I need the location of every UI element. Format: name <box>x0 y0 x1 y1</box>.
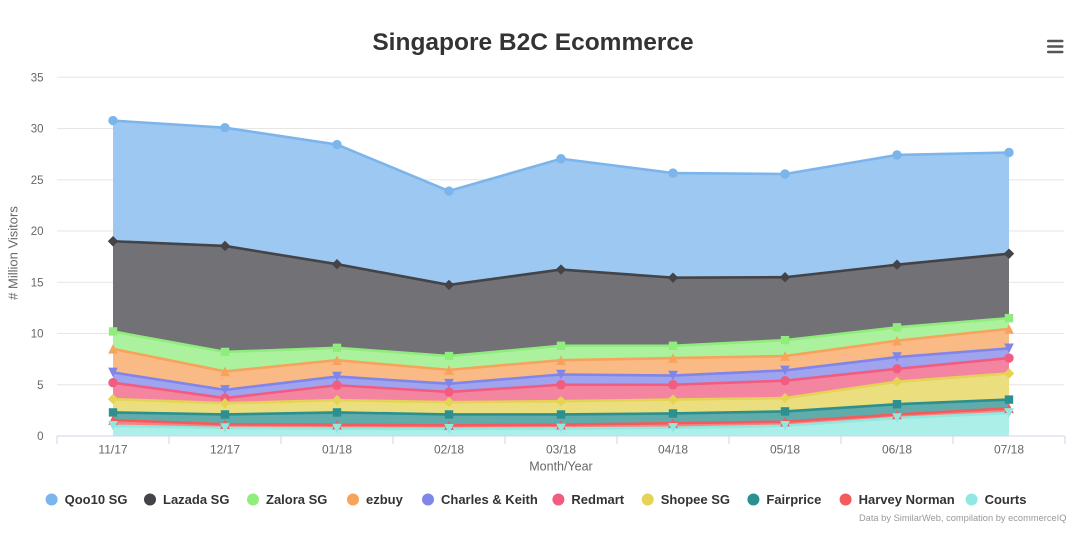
svg-text:30: 30 <box>31 124 44 136</box>
svg-text:Redmart: Redmart <box>571 492 624 507</box>
svg-text:11/17: 11/17 <box>98 443 127 457</box>
svg-text:06/18: 06/18 <box>882 443 912 457</box>
svg-text:02/18: 02/18 <box>434 443 464 457</box>
svg-text:15: 15 <box>31 277 44 289</box>
svg-text:Data by SimilarWeb, compilatio: Data by SimilarWeb, compilation by ecomm… <box>859 513 1067 523</box>
svg-text:20: 20 <box>31 226 44 238</box>
svg-text:Qoo10 SG: Qoo10 SG <box>65 492 128 507</box>
svg-text:12/17: 12/17 <box>210 443 240 457</box>
svg-text:Fairprice: Fairprice <box>766 492 821 507</box>
svg-text:04/18: 04/18 <box>658 443 688 457</box>
svg-text:01/18: 01/18 <box>322 443 352 457</box>
svg-text:10: 10 <box>31 329 44 341</box>
svg-text:# Million Visitors: # Million Visitors <box>6 206 21 300</box>
svg-text:Zalora SG: Zalora SG <box>266 492 327 507</box>
svg-text:Lazada SG: Lazada SG <box>163 492 229 507</box>
svg-text:03/18: 03/18 <box>546 443 576 457</box>
svg-text:Charles & Keith: Charles & Keith <box>441 492 538 507</box>
svg-text:05/18: 05/18 <box>770 443 800 457</box>
svg-text:Month/Year: Month/Year <box>529 460 592 474</box>
svg-text:Singapore B2C Ecommerce: Singapore B2C Ecommerce <box>372 29 693 56</box>
svg-text:5: 5 <box>37 380 43 392</box>
svg-text:25: 25 <box>31 175 44 187</box>
svg-text:ezbuy: ezbuy <box>366 492 404 507</box>
svg-text:Courts: Courts <box>985 492 1027 507</box>
svg-text:07/18: 07/18 <box>994 443 1024 457</box>
svg-text:35: 35 <box>31 72 44 84</box>
svg-text:Shopee SG: Shopee SG <box>661 492 730 507</box>
svg-text:0: 0 <box>37 431 43 443</box>
svg-text:Harvey Norman: Harvey Norman <box>859 492 955 507</box>
